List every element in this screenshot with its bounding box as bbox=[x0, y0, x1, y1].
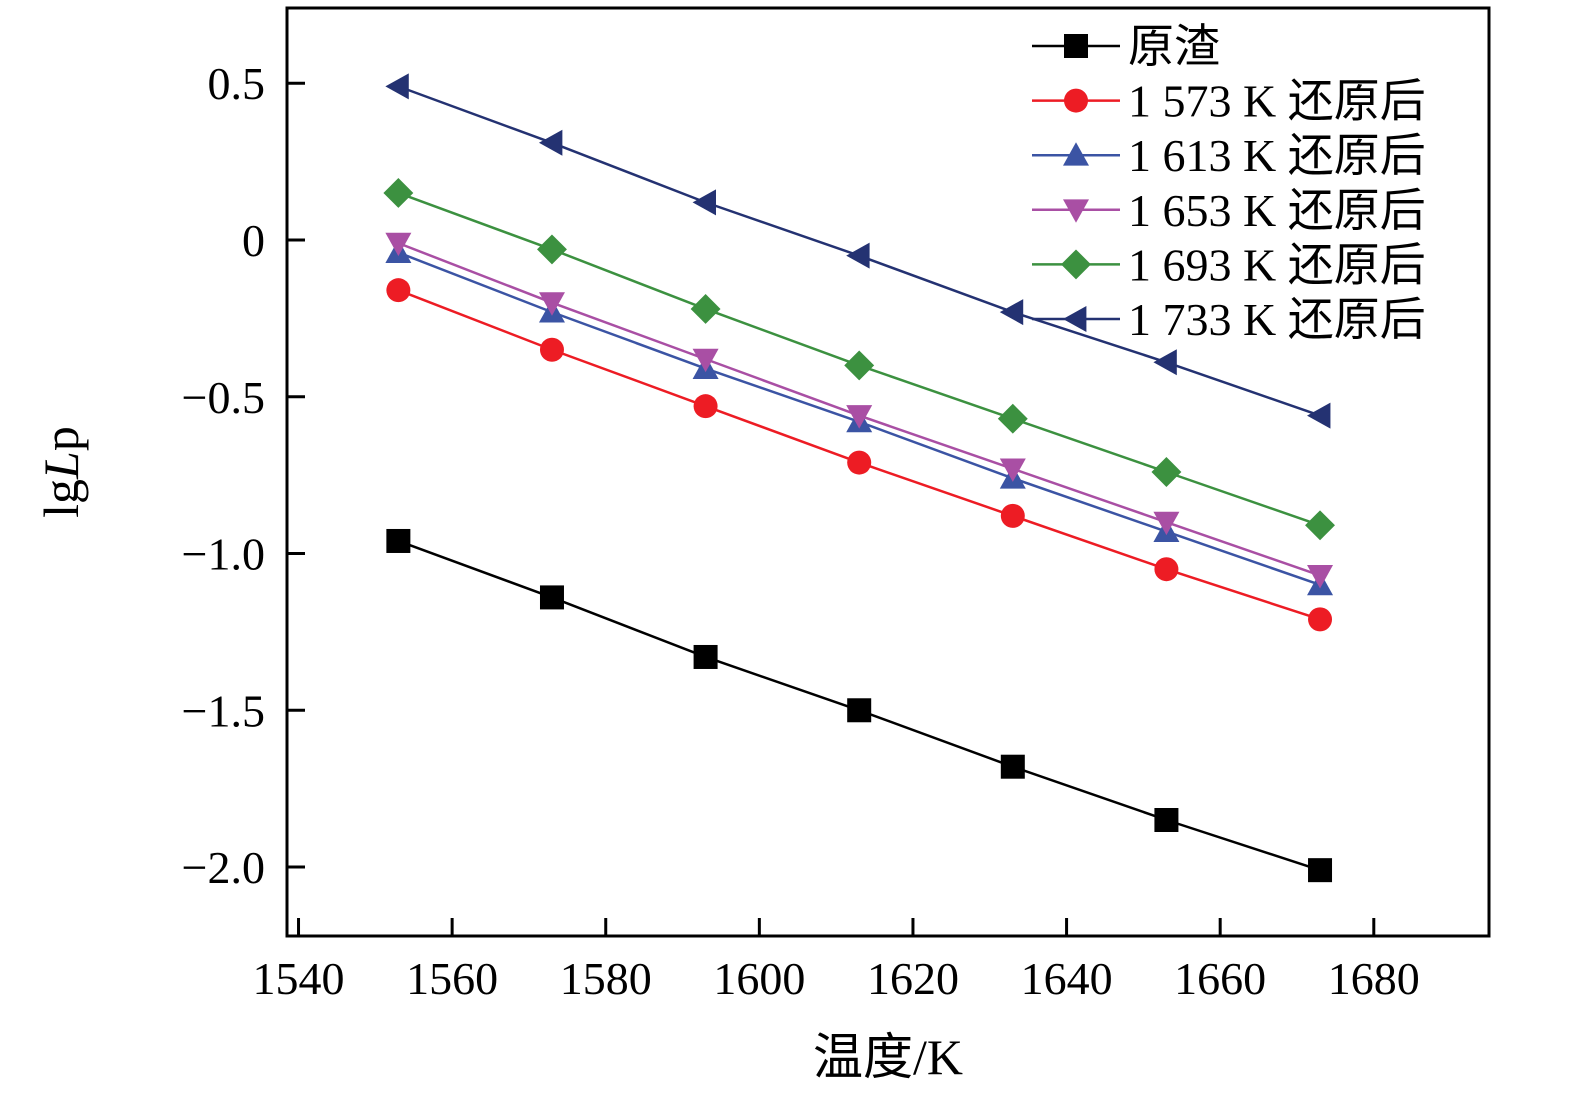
x-tick-label: 1640 bbox=[1021, 953, 1113, 1004]
marker-square bbox=[693, 644, 718, 669]
legend-label: 1 653 K 还原后 bbox=[1128, 185, 1426, 236]
marker-triangle-left bbox=[999, 299, 1024, 326]
marker-triangle-down bbox=[1153, 511, 1180, 536]
marker-diamond bbox=[383, 178, 414, 208]
legend-label: 1 733 K 还原后 bbox=[1128, 294, 1426, 345]
marker-circle bbox=[1064, 88, 1088, 113]
marker-triangle-left bbox=[538, 129, 563, 156]
marker-triangle-left bbox=[692, 189, 716, 216]
marker-triangle-left bbox=[846, 242, 870, 269]
x-tick-label: 1540 bbox=[253, 953, 345, 1004]
marker-diamond bbox=[1061, 249, 1091, 280]
marker-circle bbox=[539, 337, 564, 362]
marker-circle bbox=[1308, 607, 1333, 632]
marker-triangle-up bbox=[1063, 142, 1089, 166]
series-0 bbox=[386, 528, 1333, 883]
marker-square bbox=[386, 528, 411, 553]
x-axis-title: 温度/K bbox=[813, 1029, 963, 1085]
y-tick-label: −2.0 bbox=[182, 842, 265, 893]
x-tick-label: 1620 bbox=[867, 953, 959, 1004]
y-tick-label: −1.5 bbox=[182, 685, 265, 736]
series-5 bbox=[385, 73, 1331, 429]
legend-label: 1 693 K 还原后 bbox=[1128, 239, 1426, 290]
marker-circle bbox=[1154, 557, 1179, 582]
marker-triangle-down bbox=[1063, 199, 1089, 223]
marker-triangle-left bbox=[385, 73, 409, 100]
y-tick-label: −0.5 bbox=[182, 372, 265, 423]
marker-triangle-down bbox=[846, 405, 873, 429]
marker-diamond bbox=[997, 403, 1028, 434]
x-tick-label: 1600 bbox=[713, 953, 805, 1004]
x-tick-label: 1580 bbox=[560, 953, 652, 1004]
marker-triangle-down bbox=[1307, 565, 1334, 589]
marker-square bbox=[539, 585, 564, 610]
series-4 bbox=[383, 178, 1335, 541]
marker-triangle-down bbox=[538, 292, 565, 316]
y-tick-label: 0 bbox=[242, 215, 265, 266]
legend-label: 原渣 bbox=[1128, 21, 1220, 72]
marker-circle bbox=[1000, 503, 1025, 528]
marker-square bbox=[1308, 858, 1333, 883]
legend-label: 1 613 K 还原后 bbox=[1128, 130, 1426, 181]
marker-triangle-down bbox=[999, 458, 1026, 482]
marker-circle bbox=[693, 394, 718, 419]
marker-diamond bbox=[1305, 510, 1335, 541]
x-tick-label: 1560 bbox=[406, 953, 498, 1004]
series-3 bbox=[385, 232, 1334, 589]
legend-label: 1 573 K 还原后 bbox=[1128, 76, 1426, 127]
y-tick-label: −1.0 bbox=[182, 529, 265, 580]
axes: 1540 1560 1580 1600 1620 1640 1660 1680 0.5 0 −0.5… bbox=[33, 6, 1491, 1085]
series-1 bbox=[386, 278, 1333, 632]
marker-diamond bbox=[690, 294, 721, 324]
marker-triangle-left bbox=[1063, 306, 1087, 332]
marker-diamond bbox=[844, 350, 875, 381]
marker-diamond bbox=[537, 234, 567, 265]
marker-circle bbox=[847, 450, 872, 475]
marker-triangle-down bbox=[385, 232, 412, 257]
y-tick-label: 0.5 bbox=[208, 58, 266, 109]
x-tick-label: 1680 bbox=[1328, 953, 1420, 1004]
marker-triangle-left bbox=[1153, 349, 1177, 376]
marker-square bbox=[1154, 808, 1179, 832]
marker-square bbox=[847, 698, 872, 723]
x-tick-label: 1660 bbox=[1174, 953, 1266, 1004]
marker-triangle-down bbox=[692, 348, 719, 373]
marker-square bbox=[1000, 754, 1025, 779]
marker-diamond bbox=[1151, 457, 1182, 487]
marker-triangle-left bbox=[1307, 402, 1331, 429]
y-axis-title: lgLp bbox=[33, 426, 89, 518]
marker-square bbox=[1064, 34, 1088, 58]
marker-circle bbox=[386, 278, 411, 303]
